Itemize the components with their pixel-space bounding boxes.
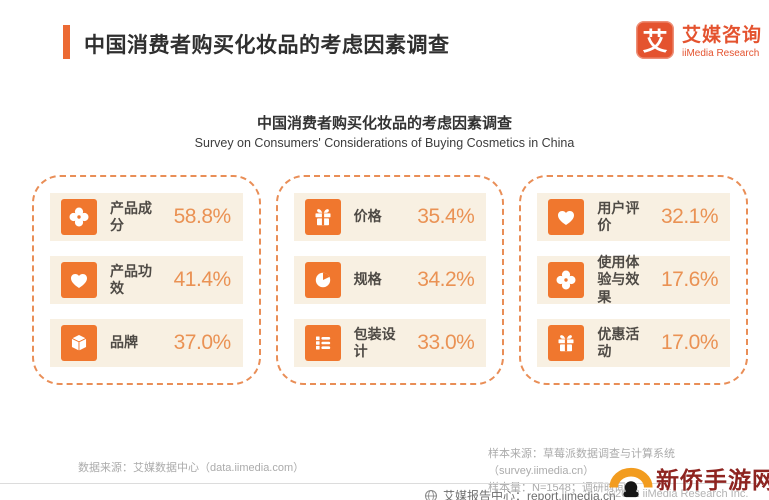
- chart-title-cn: 中国消费者购买化妆品的考虑因素调查: [256, 115, 512, 132]
- page-title: 中国消费者购买化妆品的考虑因素调查: [84, 34, 450, 57]
- site-watermark: 新侨手游网: [605, 450, 769, 500]
- factor-value: 58.8%: [173, 205, 232, 228]
- factor-label: 产品成分: [110, 199, 152, 234]
- sample-size-line: 样本量：N=1548；调研时间: [488, 482, 626, 494]
- globe-icon: [424, 489, 438, 500]
- factor-value: 17.6%: [660, 268, 719, 291]
- watermark-bridge-logo-icon: [607, 452, 655, 500]
- logo-brand-en: iiMedia Research: [682, 48, 760, 59]
- copyright-text: ©2022 iiMedia Research Inc.: [607, 488, 749, 500]
- factor-value: 33.0%: [417, 331, 475, 354]
- factor-row-product-ingredients: 产品成分 58.8%: [50, 193, 243, 241]
- list-icon: [304, 325, 341, 361]
- heart-icon: [548, 199, 585, 235]
- report-center-bar: 艾媒报告中心：report.iimedia.cn: [424, 487, 616, 500]
- factor-label: 品牌: [110, 334, 138, 351]
- factor-row-specification: 规格 34.2%: [293, 256, 487, 304]
- pie-icon: [304, 262, 341, 298]
- footer-divider: [0, 483, 769, 484]
- report-center-text: 艾媒报告中心：report.iimedia.cn: [443, 489, 616, 500]
- factor-row-packaging-design: 包装设计 33.0%: [293, 319, 487, 367]
- factor-value: 35.4%: [417, 205, 475, 228]
- factor-label: 产品功效: [110, 262, 152, 297]
- factor-row-brand: 品牌 37.0%: [50, 319, 243, 367]
- factor-row-user-reviews: 用户评价 32.1%: [537, 193, 731, 241]
- panel-3: 用户评价 32.1% 使用体验与效果 17.6% 优惠活动 17.0%: [519, 175, 749, 385]
- factor-value: 34.2%: [417, 268, 475, 291]
- factor-row-promotions: 优惠活动 17.0%: [537, 319, 731, 367]
- factor-value: 41.4%: [173, 268, 232, 291]
- factor-label: 优惠活动: [597, 325, 640, 360]
- factor-value: 32.1%: [660, 205, 719, 228]
- iimedia-logo: 艾 艾媒咨询 iiMedia Research: [636, 20, 762, 59]
- chart-title-en: Survey on Consumers' Considerations of B…: [194, 136, 575, 150]
- sample-source-line: 样本来源：草莓派数据调查与计算系统（survey.iimedia.cn）: [488, 448, 675, 477]
- watermark-site-name: 新侨手游网: [656, 468, 769, 493]
- factor-label: 包装设计: [353, 325, 396, 360]
- factor-label: 用户评价: [597, 199, 640, 234]
- heart-icon: [61, 262, 97, 298]
- sample-source-note: 样本来源：草莓派数据调查与计算系统（survey.iimedia.cn） 样本量…: [488, 446, 769, 497]
- factor-value: 37.0%: [173, 331, 232, 354]
- panels-container: 产品成分 58.8% 产品功效 41.4% 品牌 37.0%: [32, 175, 749, 385]
- panel-1: 产品成分 58.8% 产品功效 41.4% 品牌 37.0%: [32, 175, 261, 385]
- title-accent-bar: [63, 25, 70, 59]
- factor-label: 规格: [353, 271, 382, 288]
- factor-label: 使用体验与效果: [597, 253, 640, 305]
- gift-icon: [304, 199, 341, 235]
- factor-row-price: 价格 35.4%: [293, 193, 487, 241]
- iimedia-logo-icon: 艾: [636, 20, 674, 59]
- factor-label: 价格: [353, 208, 382, 225]
- clover-icon: [548, 262, 585, 298]
- iimedia-logo-text: 艾媒咨询 iiMedia Research: [682, 20, 762, 59]
- factor-value: 17.0%: [660, 331, 719, 354]
- panel-2: 价格 35.4% 规格 34.2% 包装设计 33.0%: [275, 175, 505, 385]
- gift-icon: [548, 325, 585, 361]
- factor-row-experience-effect: 使用体验与效果 17.6%: [537, 253, 731, 305]
- data-source-note: 数据来源：艾媒数据中心（data.iimedia.com）: [78, 462, 305, 474]
- box-icon: [61, 325, 97, 361]
- factor-row-product-efficacy: 产品功效 41.4%: [50, 256, 243, 304]
- clover-icon: [61, 199, 97, 235]
- logo-brand-cn: 艾媒咨询: [682, 25, 763, 46]
